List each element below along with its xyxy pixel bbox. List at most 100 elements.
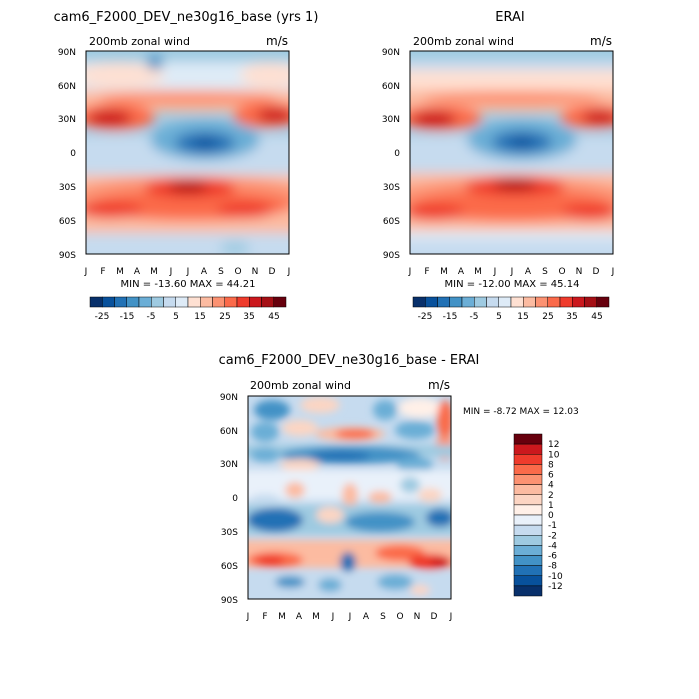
- colorbar-tick-label: -4: [548, 541, 557, 551]
- colorbar-swatch: [513, 575, 543, 587]
- panel-difference-field: [248, 396, 451, 599]
- panel-difference: cam6_F2000_DEV_ne30g16_base - ERAI 200mb…: [219, 353, 579, 622]
- colorbar-swatch: [513, 585, 543, 597]
- svg-text:O: O: [234, 267, 241, 277]
- colorbar-swatch: [449, 296, 463, 308]
- colorbar-swatch: [425, 296, 438, 308]
- svg-text:M: M: [312, 612, 320, 622]
- colorbar-swatch: [513, 484, 543, 495]
- svg-text:M: M: [278, 612, 286, 622]
- panel-erai-title: ERAI: [495, 10, 524, 25]
- colorbar-swatch: [513, 504, 543, 516]
- colorbar-swatch: [437, 296, 450, 308]
- svg-text:J: J: [169, 267, 173, 277]
- panel-difference-month-ticks: J F M A M J J A S O N D J: [246, 612, 453, 622]
- svg-text:J: J: [408, 267, 412, 277]
- svg-text:J: J: [287, 267, 291, 277]
- svg-text:J: J: [84, 267, 88, 277]
- colorbar-tick-label: 6: [548, 471, 554, 481]
- svg-text:N: N: [414, 612, 421, 622]
- panel-difference-colorbar: [513, 433, 543, 597]
- colorbar-tick-label: 0: [548, 511, 554, 521]
- svg-text:N: N: [252, 267, 259, 277]
- colorbar-swatch: [175, 296, 189, 308]
- svg-text:90S: 90S: [383, 251, 400, 261]
- colorbar-swatch: [513, 433, 543, 445]
- panel-erai-stats: MIN = -12.00 MAX = 45.14: [445, 279, 580, 290]
- colorbar-swatch: [102, 296, 115, 308]
- svg-text:F: F: [262, 612, 267, 622]
- colorbar-swatch: [126, 296, 140, 308]
- svg-text:30S: 30S: [383, 183, 400, 193]
- svg-text:0: 0: [394, 149, 400, 159]
- svg-text:M: M: [474, 267, 482, 277]
- svg-text:60N: 60N: [382, 82, 400, 92]
- svg-text:D: D: [269, 267, 276, 277]
- svg-text:A: A: [525, 267, 532, 277]
- colorbar-swatch: [114, 296, 127, 308]
- svg-text:D: D: [431, 612, 438, 622]
- panel-erai-month-ticks: J F M A M J J A S O N D J: [408, 267, 615, 277]
- colorbar-swatch: [474, 296, 487, 308]
- svg-text:N: N: [576, 267, 583, 277]
- colorbar-swatch: [461, 296, 475, 308]
- panel-difference-subtitle: 200mb zonal wind: [250, 379, 351, 392]
- svg-text:25: 25: [219, 312, 230, 322]
- panel-model-units: m/s: [266, 34, 288, 48]
- panel-erai-units: m/s: [590, 34, 612, 48]
- colorbar-tick-label: -2: [548, 531, 557, 541]
- svg-text:F: F: [100, 267, 105, 277]
- svg-text:25: 25: [542, 312, 553, 322]
- colorbar-swatch: [212, 296, 225, 308]
- colorbar-swatch: [513, 454, 543, 465]
- colorbar-tick-label: 8: [548, 460, 554, 470]
- colorbar-swatch: [273, 296, 287, 308]
- colorbar-swatch: [236, 296, 250, 308]
- svg-text:5: 5: [173, 312, 179, 322]
- colorbar-swatch: [151, 296, 164, 308]
- panel-erai-field: [410, 51, 613, 254]
- colorbar-swatch: [513, 443, 543, 455]
- panel-model-field: [86, 51, 289, 254]
- svg-text:90N: 90N: [220, 393, 238, 403]
- svg-text:J: J: [246, 612, 250, 622]
- svg-text:30N: 30N: [220, 460, 238, 470]
- svg-text:60S: 60S: [59, 217, 76, 227]
- panel-difference-lat-ticks: 90N 60N 30N 0 30S 60S 90S: [220, 393, 238, 606]
- svg-text:15: 15: [194, 312, 205, 322]
- colorbar-swatch: [513, 474, 543, 485]
- svg-text:-5: -5: [470, 312, 479, 322]
- svg-text:S: S: [380, 612, 386, 622]
- colorbar-swatch: [547, 296, 561, 308]
- colorbar-swatch: [412, 296, 426, 308]
- colorbar-tick-label: 10: [548, 450, 560, 460]
- svg-text:-25: -25: [418, 312, 433, 322]
- colorbar-swatch: [163, 296, 176, 308]
- colorbar-swatch: [249, 296, 262, 308]
- panel-model-title: cam6_F2000_DEV_ne30g16_base (yrs 1): [54, 10, 319, 25]
- panel-model: cam6_F2000_DEV_ne30g16_base (yrs 1) 200m…: [54, 10, 319, 322]
- svg-text:M: M: [150, 267, 158, 277]
- svg-text:J: J: [348, 612, 352, 622]
- panel-model-stats: MIN = -13.60 MAX = 44.21: [121, 279, 256, 290]
- panel-erai-frame: [409, 50, 614, 255]
- svg-text:J: J: [331, 612, 335, 622]
- svg-text:0: 0: [70, 149, 76, 159]
- svg-text:O: O: [558, 267, 565, 277]
- svg-text:45: 45: [591, 312, 602, 322]
- svg-text:30N: 30N: [382, 115, 400, 125]
- colorbar-swatch: [513, 555, 543, 566]
- svg-text:60S: 60S: [383, 217, 400, 227]
- colorbar-tick-label: 2: [548, 491, 554, 501]
- colorbar-swatch: [138, 296, 152, 308]
- svg-text:J: J: [449, 612, 453, 622]
- colorbar-swatch: [498, 296, 512, 308]
- svg-text:15: 15: [517, 312, 528, 322]
- svg-text:60S: 60S: [221, 562, 238, 572]
- svg-text:J: J: [510, 267, 514, 277]
- svg-text:S: S: [542, 267, 548, 277]
- svg-text:35: 35: [243, 312, 254, 322]
- panel-model-frame: [85, 50, 290, 255]
- colorbar-swatch: [513, 514, 543, 526]
